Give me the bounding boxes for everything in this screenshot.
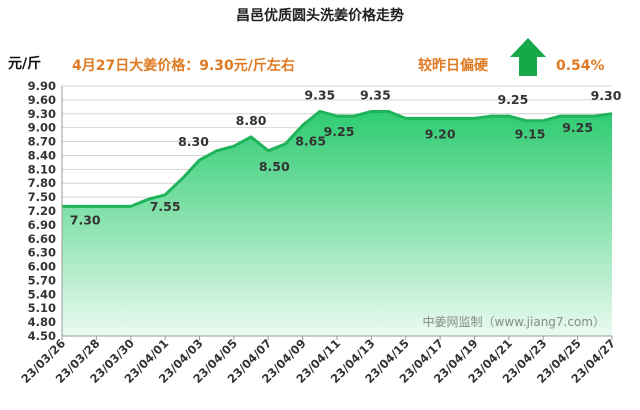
- y-tick-label: 4.50: [28, 329, 56, 343]
- change-percent: 0.54%: [556, 58, 605, 74]
- y-tick-label: 6.30: [28, 246, 56, 260]
- data-label: 8.65: [295, 133, 326, 148]
- data-label: 8.30: [178, 134, 209, 149]
- data-label: 9.35: [360, 87, 391, 102]
- y-tick-label: 9.90: [28, 79, 56, 93]
- y-tick-label: 7.20: [28, 204, 56, 218]
- y-tick-label: 6.00: [28, 260, 56, 274]
- trend-note: 较昨日偏硬: [418, 57, 489, 74]
- y-tick-label: 4.80: [28, 315, 56, 329]
- data-label: 9.25: [324, 124, 355, 139]
- y-tick-label: 5.40: [28, 287, 56, 301]
- data-label: 9.35: [304, 87, 335, 102]
- price-area: [62, 109, 613, 337]
- data-label: 7.30: [70, 212, 101, 227]
- y-tick-label: 7.50: [28, 190, 56, 204]
- chart-title: 昌邑优质圆头洗姜价格走势: [236, 7, 404, 24]
- y-tick-label: 9.60: [28, 93, 56, 107]
- y-tick-label: 8.40: [28, 148, 56, 162]
- data-label: 9.25: [497, 92, 528, 107]
- area-fill: [62, 111, 612, 337]
- y-tick-label: 8.10: [28, 162, 56, 176]
- data-label: 8.50: [259, 159, 290, 174]
- arrow-up-icon: [510, 38, 546, 76]
- y-axis-ticks: 4.504.805.105.405.706.006.306.606.907.20…: [28, 79, 56, 343]
- data-label: 9.15: [515, 127, 546, 142]
- series-line: [62, 109, 613, 208]
- y-tick-label: 6.60: [28, 232, 56, 246]
- data-label: 7.55: [150, 199, 181, 214]
- watermark: 中姜网监制（www.jiang7.com）: [423, 314, 605, 329]
- x-axis-ticks: 23/03/2623/03/2823/03/3023/04/0123/04/03…: [18, 336, 618, 386]
- price-note: 4月27日大姜价格：9.30元/斤左右: [72, 57, 295, 74]
- y-tick-label: 9.00: [28, 121, 56, 135]
- y-tick-label: 8.70: [28, 135, 56, 149]
- y-tick-label: 9.30: [28, 107, 56, 121]
- y-axis-unit: 元/斤: [8, 55, 41, 72]
- data-label: 9.30: [591, 88, 622, 103]
- data-labels: 7.30 7.55 8.30 8.80 8.50 8.65 9.35 9.25 9.35 9.20…: [70, 87, 622, 227]
- y-tick-label: 5.10: [28, 301, 56, 315]
- data-label: 8.80: [236, 113, 267, 128]
- y-tick-label: 7.80: [28, 176, 56, 190]
- y-tick-label: 5.70: [28, 273, 56, 287]
- y-tick-label: 6.90: [28, 218, 56, 232]
- data-label: 9.25: [562, 120, 593, 135]
- data-label: 9.20: [425, 126, 456, 141]
